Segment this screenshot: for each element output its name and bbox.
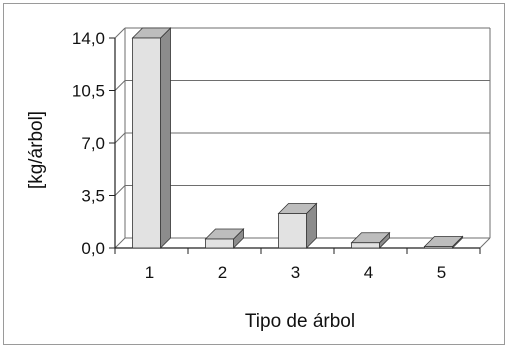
bar-side-face [160,27,171,249]
bar-front-face [351,242,380,249]
x-tick-label: 5 [437,263,446,282]
y-tick-label: 0,0 [81,239,105,258]
x-axis-title: Tipo de árbol [245,311,355,332]
bar-front-face [424,246,453,249]
y-tick-label: 7,0 [81,134,105,153]
y-tick-label: 14,0 [72,29,105,48]
bar-front-face [205,238,234,249]
floor-right-diagonal [479,237,491,249]
bar-2 [204,228,245,249]
bar-1 [131,27,172,249]
label-layer: 0,0 3,5 7,0 10,5 14,0 1 2 3 4 5 [72,29,446,282]
x-tick-label: 1 [145,263,154,282]
x-tick-label: 2 [218,263,227,282]
gridline-diagonal [114,132,126,144]
x-tick-label: 3 [291,263,300,282]
bar-front-face [132,37,161,249]
gridline-diagonal [114,185,126,196]
gridline-diagonal [114,27,126,39]
bar-layer [131,27,464,249]
y-tick-label: 10,5 [72,82,105,101]
x-tick-label: 4 [364,263,373,282]
gridline-diagonal [114,237,126,249]
bar-front-face [278,213,307,249]
grid-layer [114,27,491,249]
bar-4 [350,231,391,249]
bar-5 [423,235,464,249]
y-tick-label: 3,5 [81,187,105,206]
y-axis-title: [kg/árbol] [26,111,47,189]
bar-3 [277,202,318,249]
gridline-diagonal [114,80,126,91]
